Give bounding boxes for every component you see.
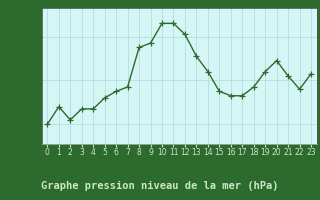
Text: Graphe pression niveau de la mer (hPa): Graphe pression niveau de la mer (hPa) bbox=[41, 181, 279, 191]
